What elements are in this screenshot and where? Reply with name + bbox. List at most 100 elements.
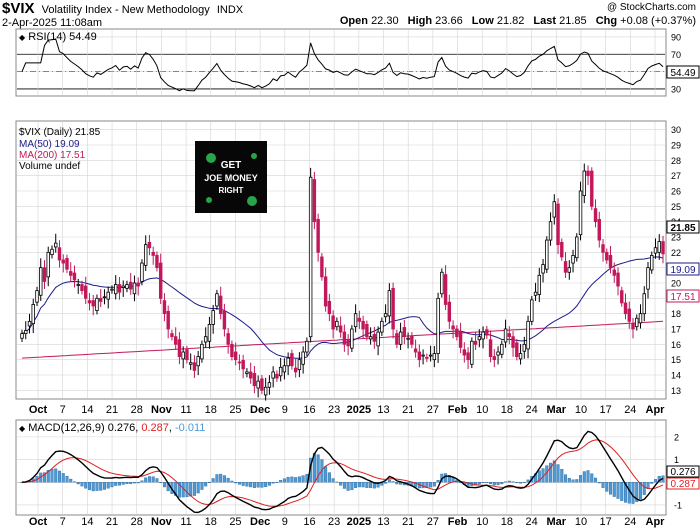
x-tick-label: 16 [303, 516, 315, 528]
x-tick-label: 18 [501, 516, 513, 528]
macd-hist-bar [219, 473, 223, 483]
candle [522, 343, 527, 352]
candle [620, 290, 624, 304]
candle [57, 247, 62, 261]
rsi-last-badge: 54.49 [666, 65, 700, 79]
macd-hist-bar [125, 482, 129, 484]
macd-hist-bar [594, 477, 598, 483]
candle [616, 272, 620, 287]
candle [657, 241, 661, 253]
candle [376, 331, 380, 347]
macd-hist-bar [444, 473, 448, 483]
macd-hist-bar [526, 479, 530, 483]
candle [170, 333, 174, 338]
candle [27, 320, 32, 327]
candle [560, 241, 564, 258]
candle [226, 333, 230, 345]
high-value: 23.66 [435, 15, 463, 27]
candle [398, 331, 403, 345]
candle [188, 362, 193, 365]
macd-hist-bar [436, 479, 440, 483]
macd-hist-bar [365, 482, 369, 488]
svg-text:21.85: 21.85 [670, 223, 695, 234]
candle [530, 299, 534, 322]
price-tick-label: 26 [671, 187, 681, 197]
price-legend: $VIX (Daily) 21.85 MA(50) 19.09 MA(200) … [19, 127, 101, 172]
candle [218, 295, 223, 315]
candle [252, 373, 257, 387]
candle [136, 282, 140, 287]
last-label: Last [533, 15, 557, 27]
macd-hist-bar [556, 464, 560, 483]
candle [121, 285, 125, 289]
candle [545, 239, 549, 270]
macd-hist-bar [481, 482, 485, 483]
macd-hist-bar [260, 482, 264, 488]
macd-hist-bar [301, 475, 305, 483]
x-tick-label: 24 [525, 404, 537, 416]
macd-hist-bar [76, 482, 80, 485]
x-tick-label: 27 [427, 404, 439, 416]
macd-hist-bar [245, 482, 249, 487]
macd-hist-bar [91, 482, 95, 492]
candle [20, 333, 24, 339]
candle [567, 267, 571, 273]
macd-hist-bar [642, 482, 646, 495]
macd-hist-bar [609, 482, 613, 495]
macd-hist-bar [369, 482, 373, 489]
rsi-diamond-icon: ◆ [19, 33, 26, 42]
candle [327, 300, 332, 315]
macd-hist-bar [286, 476, 290, 483]
macd-hist-bar [391, 481, 395, 483]
macd-hist-bar [575, 479, 579, 483]
macd-hist-bar [42, 472, 47, 483]
x-tick-label: 23 [328, 404, 340, 416]
price-tick-label: 14 [671, 371, 681, 381]
x-tick-label: 21 [106, 516, 118, 528]
macd-hist-bar [361, 482, 365, 488]
candle [54, 242, 58, 248]
candle [541, 264, 545, 274]
macd-hist-bar [207, 482, 211, 483]
price-tick-label: 27 [671, 171, 681, 181]
macd-tick-label: 2 [674, 432, 679, 442]
svg-text:54.49: 54.49 [670, 68, 695, 79]
x-tick-label: Feb [448, 404, 468, 416]
x-tick-label: 27 [427, 516, 439, 528]
x-tick-label: 9 [282, 516, 288, 528]
macd-hist-bar [335, 481, 339, 483]
price-tick-label: 20 [671, 279, 681, 289]
macd-hist-bar [264, 482, 268, 487]
macd-hist-bar [294, 477, 298, 483]
macd-hist-bar [635, 482, 639, 502]
x-tick-label: Dec [250, 404, 270, 416]
x-tick-label: 10 [476, 404, 488, 416]
candle [365, 323, 369, 338]
macd-signal-badge: 0.287 [666, 477, 700, 490]
macd-hist-bar [489, 482, 493, 485]
candle [282, 365, 287, 373]
ma200-path [21, 320, 664, 359]
price-tick-label: 29 [671, 141, 681, 151]
ma50-badge: 19.09 [666, 262, 700, 276]
candle [215, 293, 219, 307]
chg-value: +0.08 (+0.37%) [620, 15, 696, 27]
rsi-line [21, 38, 664, 92]
candle [31, 304, 35, 325]
x-tick-label: 16 [303, 404, 315, 416]
x-tick-label: 18 [501, 404, 513, 416]
candle [440, 271, 444, 295]
svg-text:0.276: 0.276 [670, 467, 695, 478]
macd-diamond-icon: ◆ [19, 424, 26, 433]
logo-line3: RIGHT [219, 186, 244, 195]
macd-hist-bar [549, 462, 553, 483]
x-tick-label: 24 [624, 516, 636, 528]
candle [605, 251, 609, 261]
macd-hist-bar [624, 482, 628, 503]
macd-hist-bar [226, 477, 230, 483]
candle [593, 208, 598, 223]
candle [91, 300, 95, 307]
low-value: 21.82 [496, 15, 525, 27]
x-tick-label: 14 [81, 516, 93, 528]
candle [290, 353, 294, 367]
